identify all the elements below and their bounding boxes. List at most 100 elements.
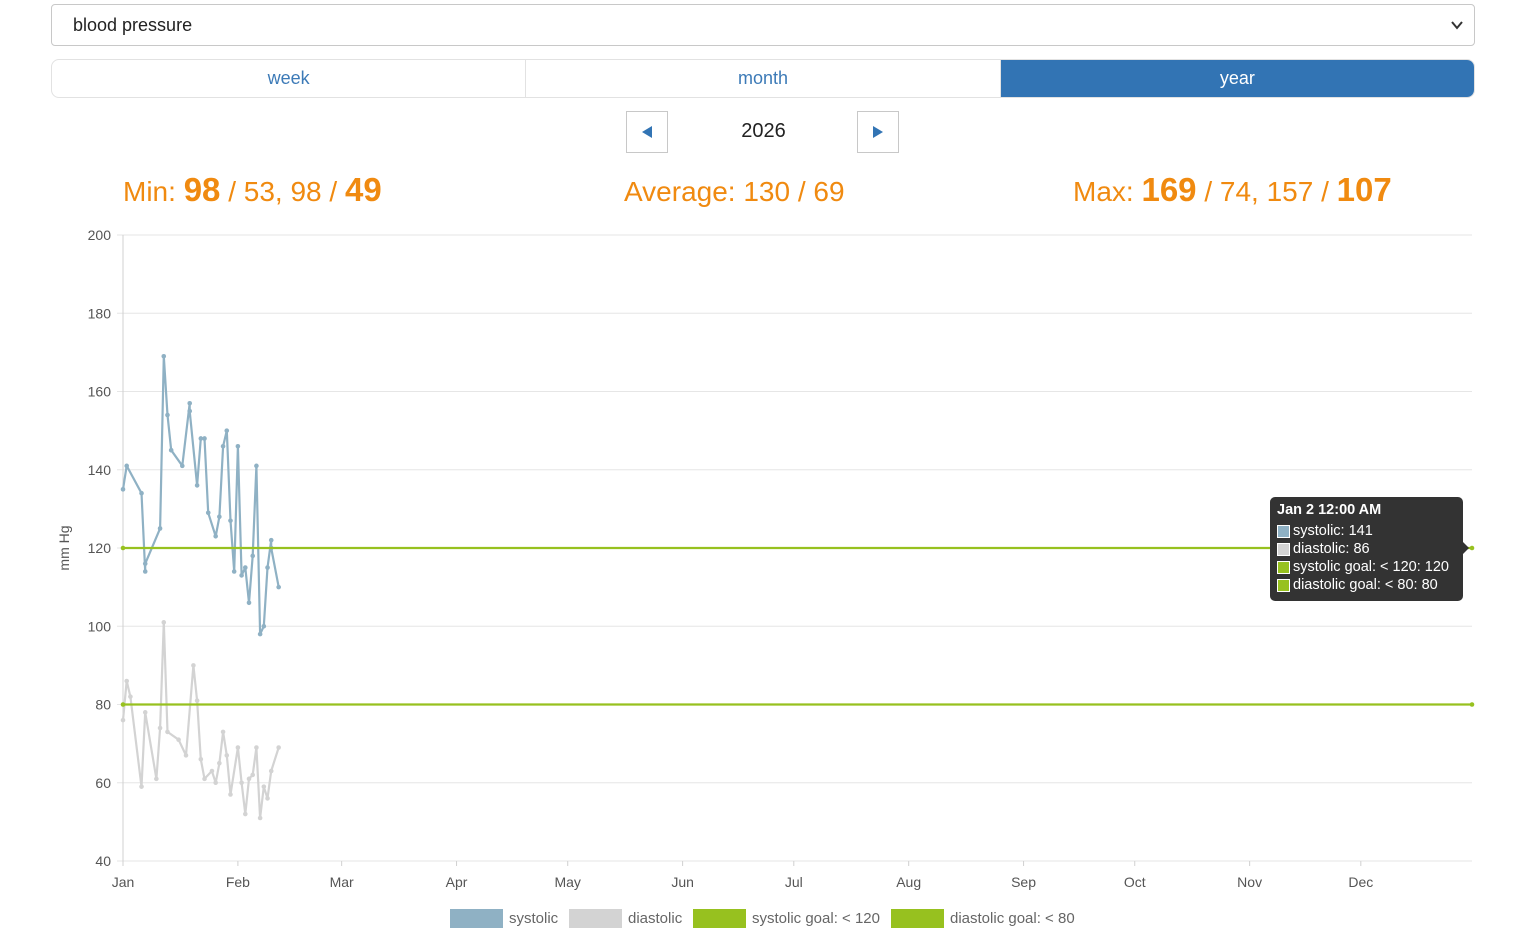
chart-legend: systolic diastolic systolic goal: < 120 … — [0, 909, 1537, 929]
range-tabs: week month year — [51, 59, 1475, 98]
data-point-systolic[interactable] — [120, 487, 126, 492]
data-point-systolic[interactable] — [265, 565, 270, 570]
max-sys-1: 169 — [1141, 171, 1197, 208]
data-point-diastolic[interactable] — [217, 760, 222, 766]
data-point-systolic[interactable] — [124, 463, 130, 469]
data-point-diastolic[interactable] — [261, 784, 267, 789]
data-point-systolic[interactable] — [268, 537, 274, 543]
data-point-diastolic[interactable] — [265, 796, 270, 801]
x-tick-label: Oct — [1124, 874, 1146, 890]
data-point-diastolic[interactable] — [224, 753, 230, 758]
data-point-diastolic[interactable] — [191, 663, 196, 668]
legend-item-systolic-goal[interactable]: systolic goal: < 120 — [693, 909, 880, 928]
data-point-diastolic-goal-80[interactable] — [120, 702, 126, 707]
tooltip-swatch-systolic-goal — [1277, 560, 1290, 574]
data-point-systolic[interactable] — [165, 412, 170, 418]
data-point-diastolic-goal-80[interactable] — [1469, 702, 1475, 707]
data-point-diastolic[interactable] — [246, 776, 252, 782]
data-point-diastolic[interactable] — [250, 772, 256, 778]
x-tick-label: Dec — [1348, 874, 1373, 890]
data-point-diastolic[interactable] — [120, 717, 126, 723]
data-point-systolic[interactable] — [139, 490, 144, 496]
data-point-diastolic[interactable] — [242, 811, 248, 817]
data-point-diastolic[interactable] — [128, 694, 133, 699]
data-point-diastolic[interactable] — [254, 745, 259, 750]
data-point-diastolic[interactable] — [228, 792, 233, 797]
data-point-systolic[interactable] — [157, 526, 163, 531]
blood-pressure-chart[interactable]: 40 60 80 100 120 140 160 180 200 Jan Feb Mar Apr May J… — [0, 0, 1537, 905]
next-period-button[interactable] — [857, 111, 899, 153]
data-point-systolic[interactable] — [161, 353, 167, 359]
data-point-systolic[interactable] — [168, 447, 174, 453]
legend-swatch-diastolic — [569, 909, 622, 928]
data-point-diastolic[interactable] — [142, 710, 148, 715]
data-point-systolic[interactable] — [217, 514, 222, 519]
data-point-diastolic[interactable] — [213, 780, 218, 786]
data-point-diastolic[interactable] — [276, 745, 281, 750]
tooltip-row-systolic: systolic: 141 — [1277, 522, 1456, 540]
data-point-systolic[interactable] — [246, 600, 252, 606]
data-point-diastolic[interactable] — [183, 753, 189, 758]
data-point-diastolic[interactable] — [268, 768, 274, 774]
legend-item-diastolic[interactable]: diastolic — [569, 909, 682, 928]
x-tick-label: Jul — [785, 874, 803, 890]
tab-week[interactable]: week — [52, 60, 527, 97]
min-dia-1: 53, — [243, 176, 283, 207]
max-stat: Max: 169 / 74, 157 / 107 — [1073, 171, 1392, 209]
data-point-diastolic[interactable] — [157, 725, 163, 731]
data-point-systolic[interactable] — [228, 518, 233, 523]
data-point-systolic[interactable] — [187, 400, 193, 406]
legend-item-systolic[interactable]: systolic — [450, 909, 558, 928]
data-point-diastolic[interactable] — [239, 780, 244, 786]
data-point-systolic[interactable] — [198, 436, 204, 441]
legend-swatch-diastolic-goal — [891, 909, 944, 928]
previous-period-button[interactable] — [626, 111, 668, 153]
triangle-right-icon — [873, 126, 883, 138]
data-point-systolic-goal-120[interactable] — [1469, 545, 1475, 551]
data-point-systolic[interactable] — [257, 631, 263, 637]
data-point-diastolic[interactable] — [235, 745, 241, 750]
metric-select[interactable]: blood pressure — [51, 4, 1475, 46]
data-point-diastolic[interactable] — [161, 620, 167, 625]
data-point-systolic[interactable] — [220, 443, 226, 449]
data-point-diastolic[interactable] — [124, 678, 130, 684]
data-point-systolic[interactable] — [179, 463, 185, 469]
data-point-systolic[interactable] — [239, 573, 244, 578]
data-point-systolic[interactable] — [235, 443, 241, 449]
legend-item-diastolic-goal[interactable]: diastolic goal: < 80 — [891, 909, 1075, 928]
y-tick-label: 100 — [88, 618, 112, 634]
data-point-diastolic[interactable] — [198, 756, 204, 762]
data-point-systolic[interactable] — [261, 623, 267, 629]
min-sep-2: / — [329, 176, 338, 207]
data-point-systolic[interactable] — [250, 553, 256, 559]
data-point-diastolic[interactable] — [209, 768, 215, 774]
data-point-diastolic[interactable] — [194, 698, 200, 703]
data-point-systolic[interactable] — [142, 561, 148, 566]
data-point-systolic-goal-120[interactable] — [120, 545, 126, 551]
data-point-diastolic[interactable] — [220, 729, 226, 735]
legend-label-diastolic-goal: diastolic goal: < 80 — [950, 910, 1075, 927]
data-point-systolic[interactable] — [242, 565, 248, 570]
x-tick-label: May — [554, 874, 580, 890]
data-point-diastolic[interactable] — [154, 776, 159, 782]
tooltip-swatch-diastolic — [1277, 542, 1290, 556]
data-point-systolic[interactable] — [205, 510, 211, 516]
tab-month[interactable]: month — [526, 60, 1001, 97]
data-point-systolic[interactable] — [254, 463, 259, 469]
data-point-systolic[interactable] — [142, 569, 148, 574]
data-point-systolic[interactable] — [187, 408, 193, 414]
data-point-systolic[interactable] — [231, 569, 237, 574]
data-point-diastolic[interactable] — [139, 784, 144, 789]
tab-year[interactable]: year — [1000, 60, 1474, 97]
y-tick-label: 60 — [95, 775, 111, 791]
data-point-systolic[interactable] — [224, 428, 230, 433]
data-point-systolic[interactable] — [276, 584, 281, 590]
data-point-systolic[interactable] — [202, 436, 207, 441]
data-point-diastolic[interactable] — [165, 729, 170, 735]
data-point-diastolic[interactable] — [257, 815, 263, 821]
data-point-diastolic[interactable] — [202, 776, 207, 782]
data-point-diastolic[interactable] — [176, 737, 181, 743]
data-point-systolic[interactable] — [194, 483, 200, 488]
tooltip-row-diastolic-goal: diastolic goal: < 80: 80 — [1277, 576, 1456, 594]
data-point-systolic[interactable] — [213, 533, 218, 539]
